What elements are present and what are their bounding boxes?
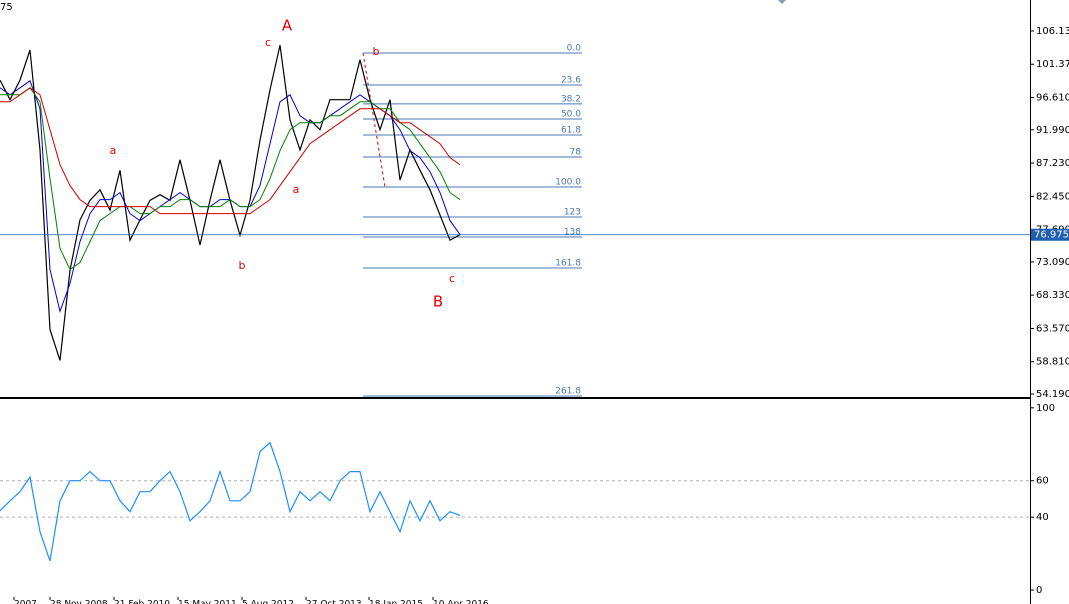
wave-label: c [265,36,271,49]
corner-label: 75 [0,2,13,13]
fib-label: 100.0 [555,177,581,187]
y-tick-label: 91.990 [1036,125,1069,136]
x-tick-label: 27 Oct 2013 [306,600,362,604]
x-tick-label: 5 Aug 2012 [242,600,294,604]
series-line [0,45,461,361]
fib-label: 138 [564,227,581,237]
fib-label: 61.8 [561,125,581,135]
y-tick-label: 101.370 [1036,59,1069,70]
x-tick-label: 18 Jan 2015 [369,600,423,604]
fib-label: 23.6 [561,75,581,85]
scroll-marker [778,0,786,4]
last-price-box [1031,228,1069,241]
fib-label: 261.8 [555,386,581,396]
fib-label: 161.8 [555,258,581,268]
fib-label: 50.0 [561,109,581,119]
x-tick-label: 10 Apr 2016 [433,600,489,604]
x-tick-label: 28 Nov 2008 [50,600,108,604]
y-tick-label: 96.610 [1036,93,1069,104]
wave-label: b [373,45,380,58]
y-tick-label: 54.190 [1036,389,1069,400]
fib-label: 78 [570,147,582,157]
wave-connector [362,52,386,188]
x-tick-label: 21 Feb 2010 [114,600,170,604]
wave-label: b [239,259,246,272]
wave-label: a [293,183,300,196]
wave-label: a [110,144,117,157]
y-tick-label: 0 [1036,585,1042,596]
y-tick-label: 82.450 [1036,191,1069,202]
y-tick-label: 63.570 [1036,323,1069,334]
y-tick-label: 106.130 [1036,26,1069,37]
y-tick-label: 87.230 [1036,158,1069,169]
fib-label: 38.2 [561,94,581,104]
series-line [0,441,461,562]
series-line [0,87,461,215]
series-line [0,87,461,271]
x-tick-label: 15 May 2011 [178,600,237,604]
y-tick-label: 58.810 [1036,357,1069,368]
y-tick-label: 40 [1036,512,1049,523]
wave-label: B [433,292,443,310]
x-tick-label: 2007 [14,600,37,604]
y-tick-label: 73.090 [1036,257,1069,268]
fib-label: 0.0 [567,43,582,53]
y-tick-label: 60 [1036,476,1049,487]
wave-label: A [282,16,293,34]
last-price-label: 76.975 [1034,230,1069,241]
y-tick-label: 100 [1036,403,1055,414]
y-tick-label: 68.330 [1036,290,1069,301]
wave-label: c [449,272,455,285]
fib-label: 123 [564,207,581,217]
